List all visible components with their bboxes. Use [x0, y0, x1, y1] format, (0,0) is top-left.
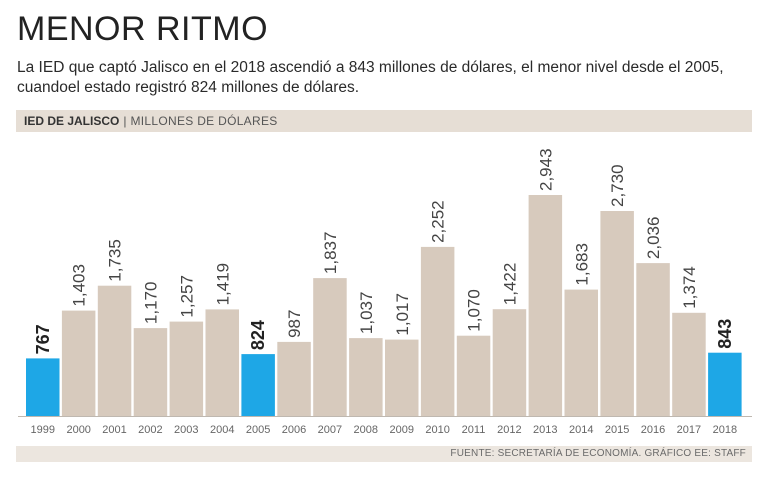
value-label-2006: 987 [285, 310, 304, 338]
value-label-2008: 1,037 [357, 292, 376, 335]
category-label-2014: 2014 [569, 424, 593, 436]
bar-2009 [385, 339, 419, 416]
bar-2016 [636, 263, 670, 416]
bar-2013 [528, 195, 563, 416]
category-label-2018: 2018 [713, 424, 737, 436]
bar-2011 [456, 335, 491, 416]
value-label-2017: 1,374 [680, 266, 699, 309]
value-label-2018: 843 [715, 319, 735, 349]
value-label-2011: 1,070 [465, 289, 484, 332]
category-label-2010: 2010 [425, 424, 449, 436]
category-label-2003: 2003 [174, 424, 198, 436]
bar-2010 [420, 246, 455, 416]
bar-chart: 767 1999 1,403 2000 1,735 2001 1,170 2002 1,257 2… [18, 148, 752, 436]
bar-2018 [708, 352, 742, 416]
value-label-1999: 767 [33, 324, 53, 354]
source-footer: FUENTE: SECRETARÍA DE ECONOMÍA. GRÁFICO … [16, 446, 752, 462]
category-label-2000: 2000 [66, 424, 90, 436]
value-label-2004: 1,419 [213, 263, 232, 306]
category-label-2008: 2008 [354, 424, 378, 436]
category-label-2015: 2015 [605, 424, 629, 436]
value-label-2014: 1,683 [572, 243, 591, 286]
value-label-2007: 1,837 [321, 232, 340, 275]
category-label-2001: 2001 [102, 424, 126, 436]
category-label-1999: 1999 [31, 424, 55, 436]
chart-label-bar: IED DE JALISCO | MILLONES DE DÓLARES [16, 110, 752, 132]
bar-2001 [97, 285, 132, 416]
bar-2012 [492, 309, 527, 416]
category-label-2006: 2006 [282, 424, 306, 436]
bar-2017 [672, 312, 706, 416]
bar-2005 [241, 354, 275, 416]
value-label-2012: 1,422 [501, 263, 520, 306]
value-label-2002: 1,170 [141, 282, 160, 325]
category-label-2002: 2002 [138, 424, 162, 436]
chart-series-title: IED DE JALISCO [24, 114, 120, 128]
category-label-2004: 2004 [210, 424, 234, 436]
bar-2004 [205, 309, 239, 416]
bar-2000 [61, 310, 96, 416]
value-label-2005: 824 [248, 320, 268, 350]
bar-1999 [26, 358, 60, 416]
category-label-2009: 2009 [390, 424, 414, 436]
page-title: MENOR RITMO [17, 10, 269, 48]
value-label-2013: 2,943 [536, 148, 555, 191]
value-label-2010: 2,252 [429, 200, 448, 243]
category-label-2011: 2011 [462, 424, 486, 436]
bar-2014 [564, 289, 598, 416]
bar-2008 [349, 338, 383, 416]
bar-2015 [600, 211, 634, 416]
value-label-2015: 2,730 [608, 164, 627, 207]
bar-2006 [277, 341, 311, 416]
value-label-2000: 1,403 [70, 264, 89, 307]
chart-unit-label: MILLONES DE DÓLARES [130, 114, 278, 128]
bar-2002 [133, 328, 168, 416]
bar-2003 [169, 321, 204, 416]
value-label-2009: 1,017 [393, 293, 412, 336]
category-label-2016: 2016 [641, 424, 665, 436]
bar-2007 [313, 278, 347, 416]
value-label-2016: 2,036 [644, 217, 663, 260]
category-label-2017: 2017 [677, 424, 701, 436]
category-label-2012: 2012 [497, 424, 521, 436]
label-separator: | [123, 114, 127, 128]
category-label-2013: 2013 [533, 424, 557, 436]
chart-subtitle: La IED que captó Jalisco en el 2018 asce… [17, 59, 724, 96]
category-label-2005: 2005 [246, 424, 270, 436]
value-label-2001: 1,735 [106, 239, 125, 282]
value-label-2003: 1,257 [177, 275, 196, 318]
category-label-2007: 2007 [318, 424, 342, 436]
